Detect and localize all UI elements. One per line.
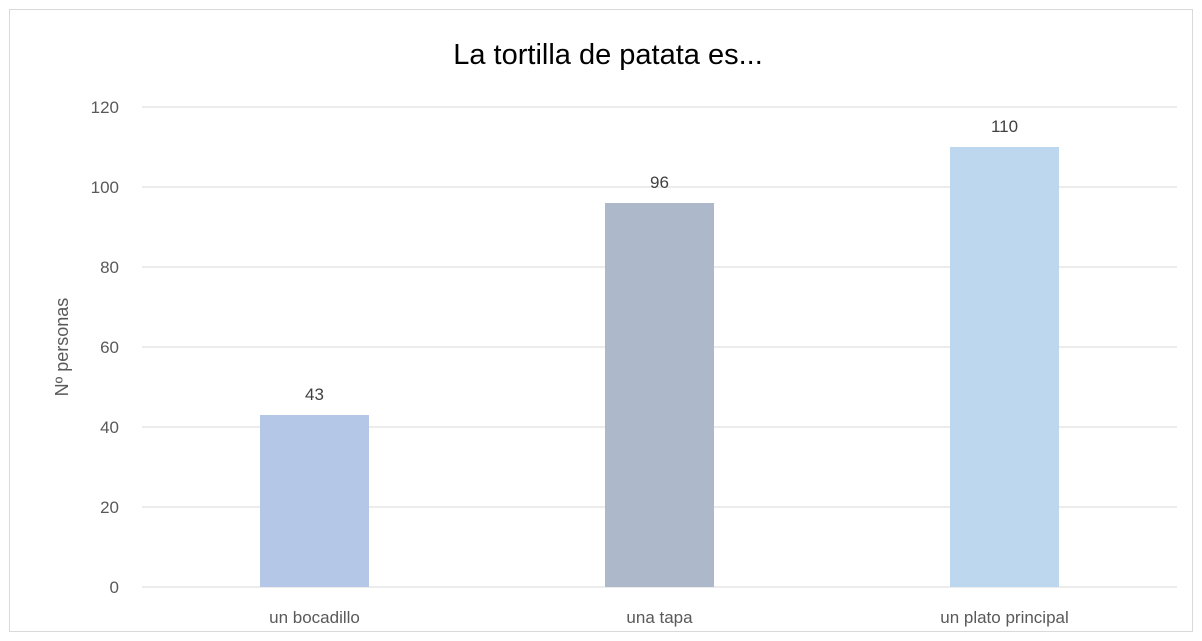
y-tick-label: 60 — [100, 338, 119, 357]
x-tick-label: un bocadillo — [269, 608, 360, 627]
chart-title: La tortilla de patata es... — [453, 39, 763, 71]
y-axis-ticks: 0 20 40 60 80 100 120 — [91, 98, 119, 597]
bar-3 — [950, 147, 1059, 587]
x-tick-label: un plato principal — [940, 608, 1069, 627]
data-label: 43 — [305, 385, 324, 404]
bar-1 — [260, 415, 369, 587]
bar-2 — [605, 203, 714, 587]
data-label: 110 — [991, 117, 1018, 136]
y-tick-label: 0 — [110, 578, 119, 597]
x-axis-ticks: un bocadillo una tapa un plato principal — [269, 608, 1069, 627]
y-tick-label: 20 — [100, 498, 119, 517]
x-tick-label: una tapa — [626, 608, 693, 627]
y-tick-label: 100 — [91, 178, 119, 197]
y-axis-label: Nº personas — [52, 298, 72, 397]
data-labels: 43 96 110 — [305, 117, 1018, 404]
y-tick-label: 120 — [91, 98, 119, 117]
data-label: 96 — [650, 173, 669, 192]
y-tick-label: 40 — [100, 418, 119, 437]
bars — [260, 147, 1059, 587]
y-tick-label: 80 — [100, 258, 119, 277]
